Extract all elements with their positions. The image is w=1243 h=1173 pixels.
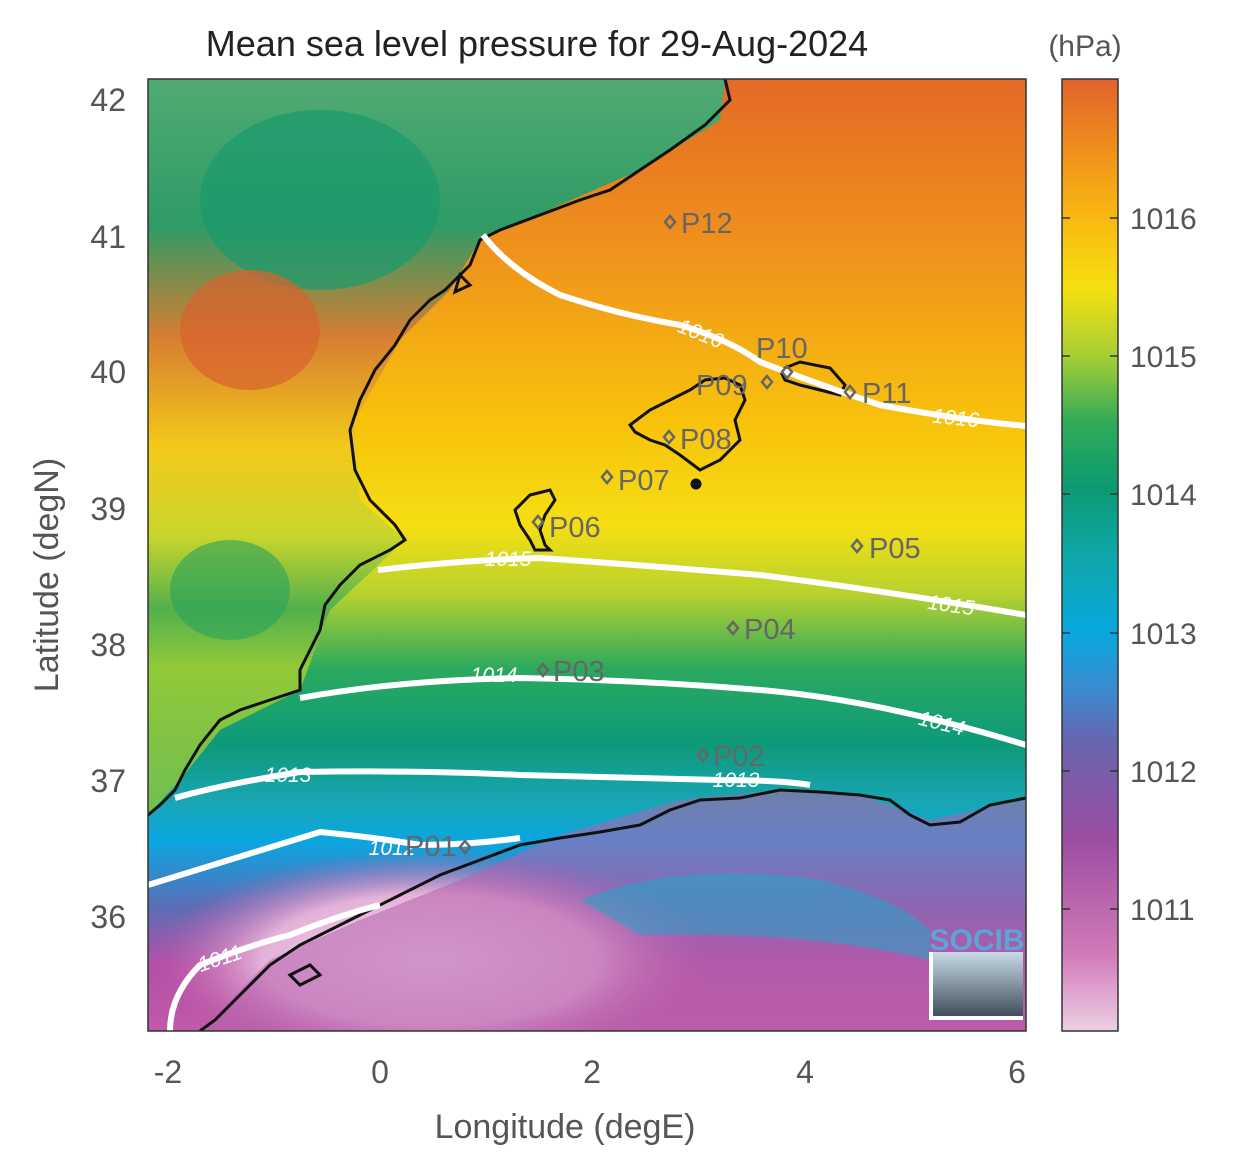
y-tick-label: 41 bbox=[90, 219, 126, 255]
logo-text: SOCIB bbox=[929, 924, 1024, 957]
contour-label: 1013 bbox=[265, 764, 312, 787]
station-P12[interactable]: P12 bbox=[663, 208, 733, 240]
colorbar-scale bbox=[1061, 78, 1119, 1032]
x-tick-label: 6 bbox=[1008, 1054, 1026, 1090]
station-label: P10 bbox=[756, 333, 808, 365]
y-axis: 42 41 40 39 38 37 36 Latitude (degN) bbox=[28, 82, 126, 935]
station-label: P06 bbox=[549, 512, 601, 544]
y-tick-label: 38 bbox=[90, 627, 126, 663]
coastline bbox=[148, 79, 1026, 1031]
station-marker-icon bbox=[850, 538, 864, 554]
station-label: P03 bbox=[553, 656, 605, 688]
land-lowpressure-patch bbox=[200, 110, 440, 290]
y-tick-label: 39 bbox=[90, 491, 126, 527]
y-tick-label: 36 bbox=[90, 899, 126, 935]
station-marker-icon bbox=[760, 374, 774, 390]
isobar-1015 bbox=[377, 554, 1026, 618]
station-label: P11 bbox=[862, 378, 911, 410]
colorbar-tick-label: 1014 bbox=[1130, 479, 1197, 512]
contour-label: 1014 bbox=[471, 664, 518, 687]
map-title: Mean sea level pressure for 29-Aug-2024 bbox=[206, 23, 868, 64]
station-P02[interactable]: P02 bbox=[696, 741, 765, 773]
contour-labels: 1016 1016 1015 1015 1014 1014 1013 1013 … bbox=[195, 315, 980, 977]
contour-label: 1012 bbox=[369, 837, 416, 860]
isobars bbox=[148, 233, 1026, 1031]
station-P03[interactable]: P03 bbox=[536, 656, 605, 688]
station-label: P05 bbox=[869, 533, 921, 565]
y-tick-label: 42 bbox=[90, 82, 126, 118]
isobar-1016 bbox=[480, 233, 1026, 429]
x-tick-label: 4 bbox=[796, 1054, 814, 1090]
station-P06[interactable]: P06 bbox=[531, 512, 601, 544]
station-label: P01 bbox=[405, 831, 457, 863]
colorbar: (hPa) 1011 1012 1013 1014 1015 1016 bbox=[1048, 30, 1197, 1032]
station-marker-icon bbox=[780, 364, 794, 380]
x-tick-label: 0 bbox=[371, 1054, 389, 1090]
land-patch-south bbox=[170, 540, 290, 640]
colorbar-ticks bbox=[1062, 217, 1118, 910]
station-label: P12 bbox=[681, 208, 733, 240]
station-P08[interactable]: P08 bbox=[662, 424, 732, 456]
contour-label: 1015 bbox=[485, 548, 532, 571]
station-P11[interactable]: P11 bbox=[843, 378, 911, 410]
station-P10[interactable]: P10 bbox=[756, 333, 808, 380]
x-tick-label: -2 bbox=[154, 1054, 182, 1090]
station-marker-icon bbox=[696, 747, 710, 763]
contour-label: 1016 bbox=[931, 405, 980, 433]
y-tick-label: 40 bbox=[90, 354, 126, 390]
station-marker-icon bbox=[536, 662, 550, 678]
x-axis-label: Longitude (degE) bbox=[435, 1108, 696, 1146]
station-P04[interactable]: P04 bbox=[726, 614, 796, 646]
station-P01[interactable]: P01 bbox=[405, 831, 472, 863]
socib-logo: SOCIB bbox=[929, 924, 1025, 1020]
logo-image bbox=[931, 952, 1023, 1018]
station-marker-icon bbox=[726, 620, 740, 636]
colorbar-unit: (hPa) bbox=[1048, 30, 1121, 63]
x-axis: -2 0 2 4 6 Longitude (degE) bbox=[154, 1054, 1026, 1146]
africa-blue-band bbox=[580, 873, 930, 960]
colorbar-tick-label: 1013 bbox=[1130, 618, 1197, 651]
station-marker-icon bbox=[663, 214, 677, 230]
isobar-1012 bbox=[148, 828, 521, 888]
station-P05[interactable]: P05 bbox=[850, 533, 921, 565]
land-highpressure-patch bbox=[180, 270, 320, 390]
station-marker-icon bbox=[531, 514, 545, 530]
y-tick-label: 37 bbox=[90, 763, 126, 799]
isobar-1011 bbox=[167, 902, 381, 1031]
station-marker-icon bbox=[662, 429, 676, 445]
station-P09[interactable]: P09 bbox=[696, 370, 774, 402]
colorbar-tick-label: 1015 bbox=[1130, 341, 1197, 374]
colorbar-tick-label: 1016 bbox=[1130, 203, 1197, 236]
colorbar-tick-label: 1011 bbox=[1130, 894, 1195, 927]
x-tick-label: 2 bbox=[583, 1054, 601, 1090]
logo-frame bbox=[929, 952, 1023, 1020]
contour-label: 1013 bbox=[713, 769, 760, 792]
station-marker-icon bbox=[843, 384, 857, 400]
station-label: P08 bbox=[680, 424, 732, 456]
station-points: P01 P02 P03 P04 P05 P06 bbox=[405, 208, 921, 863]
station-label: P09 bbox=[696, 370, 748, 402]
station-label: P04 bbox=[744, 614, 796, 646]
station-marker-icon bbox=[600, 469, 614, 485]
isobar-1013 bbox=[174, 768, 811, 801]
y-axis-label: Latitude (degN) bbox=[28, 458, 66, 692]
map-area: 1016 1016 1015 1015 1014 1014 1013 1013 … bbox=[148, 79, 1026, 1031]
map-frame bbox=[147, 78, 1027, 1032]
station-marker-icon bbox=[458, 839, 472, 855]
station-label: P07 bbox=[618, 465, 670, 497]
station-label: P02 bbox=[713, 741, 765, 773]
colorbar-tick-label: 1012 bbox=[1130, 756, 1197, 789]
isobar-1014 bbox=[299, 674, 1026, 748]
station-P07[interactable]: P07 bbox=[600, 465, 670, 497]
